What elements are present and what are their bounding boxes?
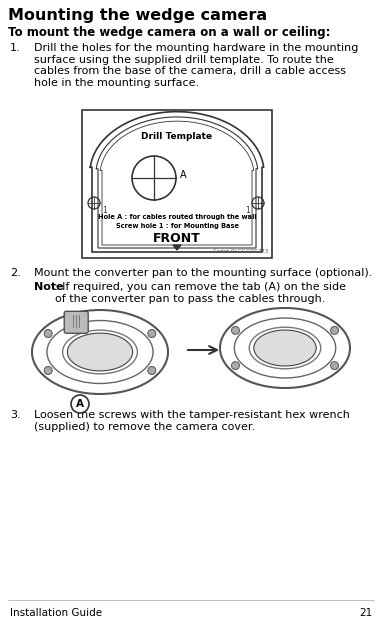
Text: Mounting the wedge camera: Mounting the wedge camera bbox=[8, 8, 267, 23]
Circle shape bbox=[148, 366, 156, 374]
Circle shape bbox=[71, 395, 89, 413]
Circle shape bbox=[148, 330, 156, 338]
Polygon shape bbox=[173, 245, 181, 250]
Circle shape bbox=[231, 361, 240, 369]
Text: FRONT: FRONT bbox=[153, 232, 201, 245]
Circle shape bbox=[44, 366, 52, 374]
Text: 21: 21 bbox=[359, 608, 372, 618]
Text: To mount the wedge camera on a wall or ceiling:: To mount the wedge camera on a wall or c… bbox=[8, 26, 330, 39]
Text: Installation Guide: Installation Guide bbox=[10, 608, 102, 618]
Circle shape bbox=[231, 327, 240, 335]
Text: 2.: 2. bbox=[10, 268, 21, 278]
Circle shape bbox=[330, 327, 338, 335]
FancyBboxPatch shape bbox=[64, 311, 88, 333]
Text: 3.: 3. bbox=[10, 410, 21, 420]
Text: : If required, you can remove the tab (A) on the side
of the converter pan to pa: : If required, you can remove the tab (A… bbox=[55, 282, 346, 304]
Text: Mount the converter pan to the mounting surface (optional).: Mount the converter pan to the mounting … bbox=[34, 268, 372, 278]
Ellipse shape bbox=[254, 330, 316, 366]
Text: A: A bbox=[76, 399, 84, 409]
FancyBboxPatch shape bbox=[82, 110, 272, 258]
Text: A: A bbox=[180, 170, 187, 180]
Circle shape bbox=[330, 361, 338, 369]
Circle shape bbox=[44, 330, 52, 338]
Text: Drill the holes for the mounting hardware in the mounting
surface using the supp: Drill the holes for the mounting hardwar… bbox=[34, 43, 358, 88]
Text: 1.: 1. bbox=[10, 43, 21, 53]
Text: 1: 1 bbox=[245, 206, 250, 215]
Text: Drill Template: Drill Template bbox=[141, 132, 212, 141]
Text: Hole A : for cables routed through the wall: Hole A : for cables routed through the w… bbox=[98, 214, 256, 220]
Ellipse shape bbox=[67, 333, 133, 371]
Text: Screw hole 1 : for Mounting Base: Screw hole 1 : for Mounting Base bbox=[115, 223, 238, 229]
Text: Codet 0LGGG0G773: Codet 0LGGG0G773 bbox=[213, 249, 268, 254]
Text: 1: 1 bbox=[102, 206, 107, 215]
Text: Note: Note bbox=[34, 282, 64, 292]
Text: Loosen the screws with the tamper-resistant hex wrench
(supplied) to remove the : Loosen the screws with the tamper-resist… bbox=[34, 410, 350, 432]
